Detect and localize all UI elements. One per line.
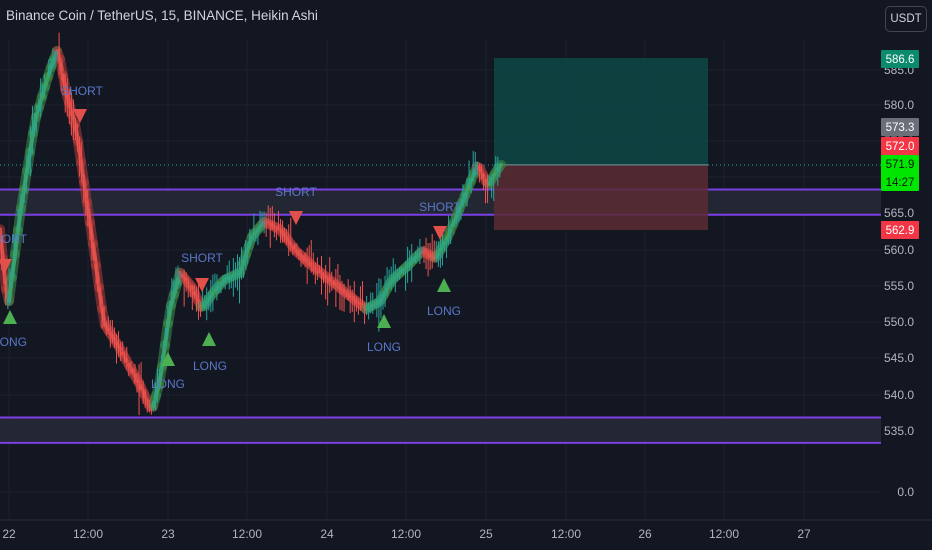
signal-label: SHORT (61, 84, 103, 98)
stop-zone[interactable] (494, 164, 708, 231)
badge-value: 586.6 (886, 54, 915, 66)
time-tick-label: 24 (320, 527, 334, 541)
price-badge-entry: 573.3 (881, 118, 919, 136)
trend-ribbon (0, 45, 506, 412)
time-tick-label: 25 (479, 527, 493, 541)
signal-label: SHORT (275, 185, 317, 199)
time-tick-label: 12:00 (232, 527, 262, 541)
price-tick-label: 550.0 (884, 315, 914, 329)
candles (1, 32, 501, 415)
signal-marker-short (195, 278, 209, 292)
signal-long-6: LONG (193, 332, 227, 373)
signal-label: LONG (0, 335, 27, 349)
signal-short-3: SHORT (0, 232, 28, 273)
signal-marker-long (437, 278, 451, 292)
signal-marker-long (3, 310, 17, 324)
signal-label: LONG (367, 340, 401, 354)
signal-marker-long (202, 332, 216, 346)
badge-value: 562.9 (886, 225, 915, 237)
badge-value: 573.3 (886, 122, 915, 134)
price-tick-label: 560.0 (884, 243, 914, 257)
signal-label: SHORT (419, 200, 461, 214)
signal-label: SHORT (181, 251, 223, 265)
signal-label: LONG (151, 377, 185, 391)
grid (0, 40, 881, 520)
price-badge-stop: 562.9 (881, 221, 919, 239)
time-tick-label: 12:00 (709, 527, 739, 541)
support-resistance-zones (0, 188, 881, 444)
badge-value: 572.0 (886, 141, 915, 153)
price-badge-last: 571.9 14:27 (881, 155, 919, 191)
signal-short-8: SHORT (419, 200, 462, 240)
price-axis[interactable]: 585.0580.0575.0570.0565.0560.0555.0550.0… (881, 50, 919, 499)
time-tick-label: 12:00 (391, 527, 421, 541)
signal-marker-short (0, 259, 12, 273)
currency-button[interactable]: USDT (885, 6, 927, 32)
time-tick-label: 22 (2, 527, 16, 541)
signal-long-2: LONG (0, 310, 27, 349)
signal-short-7: SHORT (275, 185, 318, 225)
target-zone[interactable] (494, 58, 708, 165)
signal-long-11: LONG (427, 278, 461, 318)
signal-marker-short (289, 211, 303, 225)
signal-short-1: SHORT (61, 84, 104, 123)
badge-value: 571.9 (886, 159, 915, 171)
signal-marker-short (433, 226, 447, 240)
signal-long-5: LONG (151, 352, 185, 391)
time-tick-label: 27 (797, 527, 811, 541)
signal-short-4: SHORT (181, 251, 224, 292)
signal-marker-short (73, 109, 87, 123)
time-tick-label: 12:00 (73, 527, 103, 541)
price-badge-stop-high: 572.0 (881, 137, 919, 155)
price-tick-label: 565.0 (884, 206, 914, 220)
sr-zone-1 (0, 188, 881, 216)
time-tick-label: 23 (161, 527, 175, 541)
badge-countdown: 14:27 (886, 177, 915, 189)
signal-label: LONG (193, 359, 227, 373)
price-tick-label: 540.0 (884, 388, 914, 402)
time-axis[interactable]: 22 12:00 23 12:00 24 12:00 25 12:00 26 12:00 27 (0, 519, 932, 541)
signal-marker-long (161, 352, 175, 366)
price-tick-label: 545.0 (884, 351, 914, 365)
time-tick-label: 26 (638, 527, 652, 541)
time-tick-label: 12:00 (551, 527, 581, 541)
signal-long-9: LONG (367, 314, 401, 354)
sr-zone-2 (0, 416, 881, 444)
price-tick-label: 580.0 (884, 98, 914, 112)
symbol-title: Binance Coin / TetherUS, 15, BINANCE, He… (6, 8, 318, 23)
price-tick-label: 0.0 (897, 485, 914, 499)
position-tool[interactable] (0, 58, 881, 231)
signal-markers: SHORT LONG SHORT SHORT LONG LONG SHORT SHORT LON… (0, 84, 462, 391)
price-badge-target: 586.6 (881, 50, 919, 68)
signal-label: LONG (427, 304, 461, 318)
signal-label: SHORT (0, 232, 28, 246)
signal-marker-long (377, 314, 391, 328)
price-tick-label: 535.0 (884, 424, 914, 438)
price-tick-label: 555.0 (884, 279, 914, 293)
